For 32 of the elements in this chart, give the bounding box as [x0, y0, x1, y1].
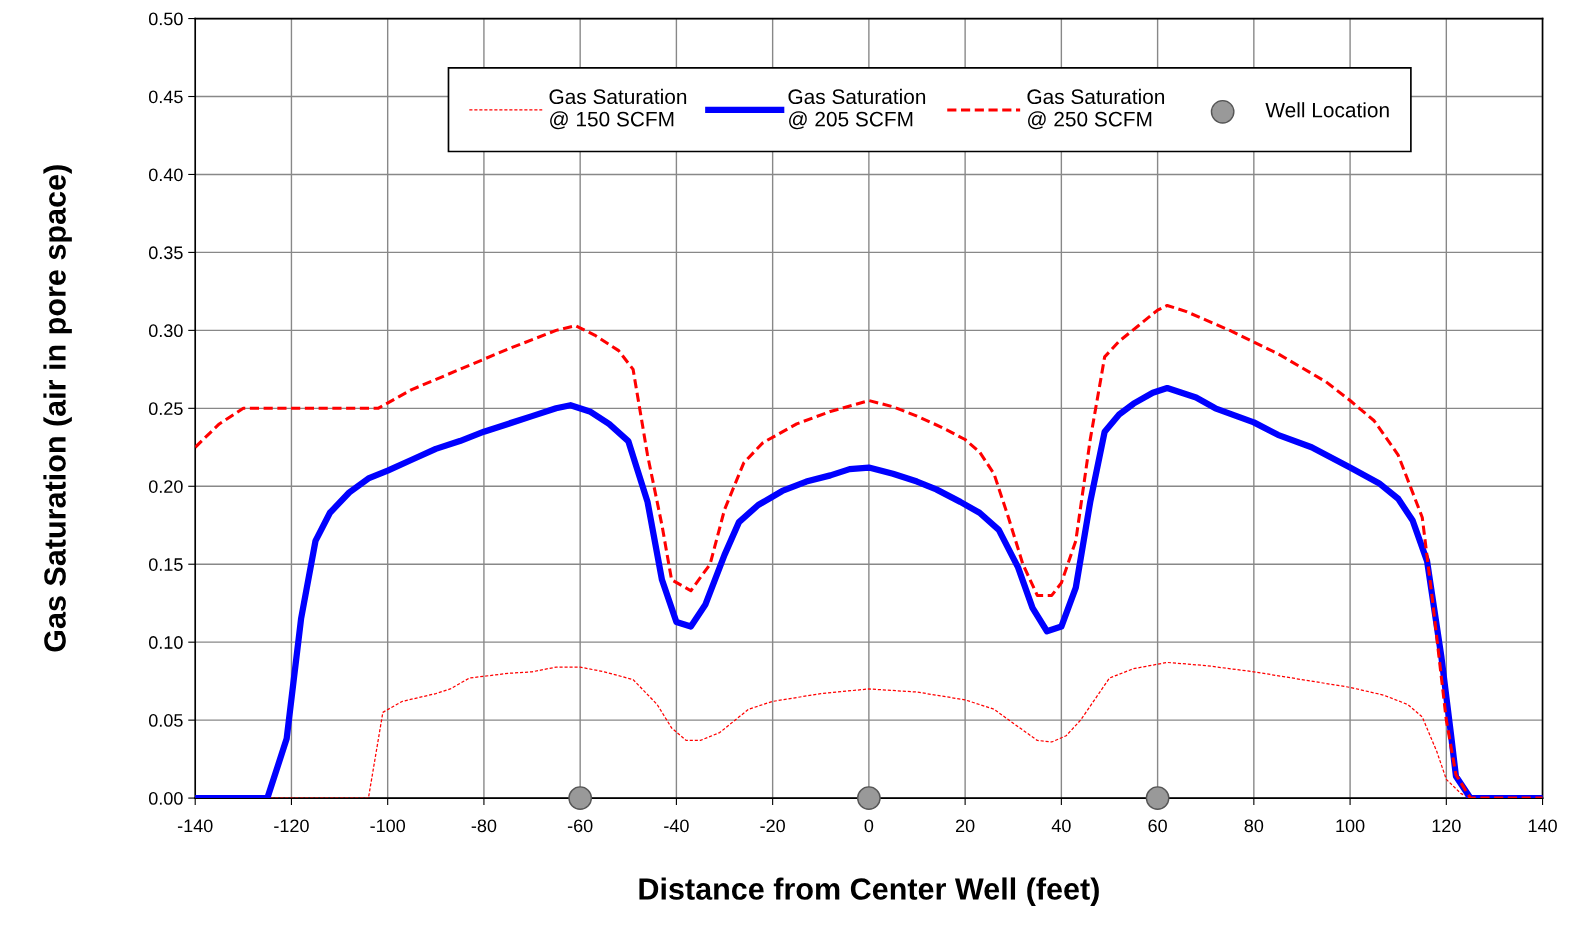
- x-tick-label: -40: [664, 819, 689, 833]
- y-tick-label: 0.10: [148, 636, 183, 649]
- y-tick-label: 0.35: [148, 246, 183, 260]
- y-tick-label: 0.05: [148, 714, 183, 727]
- y-tick-label: 0.15: [148, 558, 183, 571]
- y-tick-label: 0.30: [148, 324, 183, 338]
- legend-label: Gas Saturation @ 205 SCFM: [788, 88, 926, 130]
- x-tick-label: -120: [274, 819, 309, 833]
- x-tick-label: -80: [471, 819, 497, 833]
- y-tick-label: 0.40: [148, 168, 183, 182]
- y-tick-label: 0.25: [148, 402, 183, 416]
- y-tick-label: 0.00: [148, 792, 183, 805]
- y-tick-label: 0.20: [148, 480, 183, 493]
- y-tick-label: 0.45: [148, 90, 183, 104]
- x-tick-label: -140: [177, 819, 213, 833]
- x-tick-label: 100: [1336, 819, 1365, 833]
- y-tick-label: 0.50: [148, 12, 183, 26]
- legend-label: Well Location: [1265, 102, 1389, 118]
- x-tick-label: 0: [864, 819, 874, 833]
- x-tick-label: -100: [370, 819, 406, 833]
- x-axis-title: Distance from Center Well (feet): [639, 877, 1099, 906]
- x-tick-label: -20: [760, 819, 785, 833]
- legend-label: Gas Saturation @ 250 SCFM: [1027, 88, 1165, 130]
- x-tick-label: 60: [1148, 819, 1167, 833]
- x-tick-label: -60: [567, 819, 593, 833]
- y-axis-title: Gas Saturation (air in pore space): [43, 165, 72, 652]
- x-tick-label: 20: [955, 819, 975, 833]
- x-tick-label: 120: [1432, 819, 1461, 833]
- x-tick-label: 40: [1051, 819, 1071, 833]
- x-tick-label: 80: [1244, 819, 1264, 833]
- x-tick-label: 140: [1528, 819, 1557, 833]
- legend-label: Gas Saturation @ 150 SCFM: [549, 88, 687, 130]
